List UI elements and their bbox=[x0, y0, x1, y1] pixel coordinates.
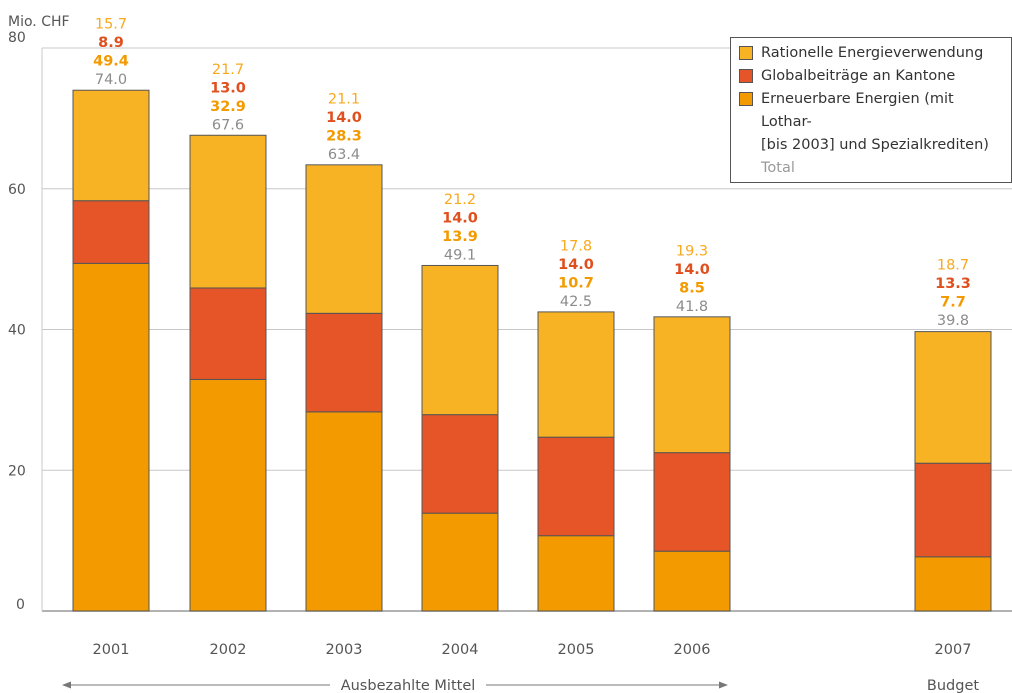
bar-segment-rationelle-2007 bbox=[914, 331, 992, 464]
value-label-global-2001: 8.9 bbox=[98, 35, 124, 51]
value-label-erneuerbare-2006: 8.5 bbox=[679, 280, 705, 296]
value-label-total-2003: 63.4 bbox=[328, 147, 360, 163]
x-tick-label-2007: 2007 bbox=[935, 642, 972, 658]
bar-segment-global-2002 bbox=[189, 287, 267, 380]
value-label-rationelle-2005: 17.8 bbox=[560, 238, 592, 254]
bar-segment-erneuerbare-2004 bbox=[421, 512, 499, 612]
x-tick-label-2002: 2002 bbox=[210, 642, 247, 658]
value-label-erneuerbare-2002: 32.9 bbox=[210, 99, 246, 115]
value-label-total-2002: 67.6 bbox=[212, 117, 244, 133]
value-label-erneuerbare-2001: 49.4 bbox=[93, 54, 129, 70]
bar-segment-rationelle-2006 bbox=[653, 316, 731, 454]
bar-segment-rationelle-2004 bbox=[421, 264, 499, 416]
y-tick-label: 40 bbox=[8, 323, 26, 339]
value-label-erneuerbare-2005: 10.7 bbox=[558, 275, 594, 291]
bar-segment-global-2005 bbox=[537, 436, 615, 537]
value-label-rationelle-2003: 21.1 bbox=[328, 91, 360, 107]
x-tick-label-2005: 2005 bbox=[558, 642, 595, 658]
legend-item-rationelle: Rationelle Energieverwendung bbox=[739, 42, 1003, 65]
legend-label-total: Total bbox=[761, 160, 795, 176]
value-label-global-2003: 14.0 bbox=[326, 110, 362, 126]
range-label: Ausbezahlte Mittel bbox=[341, 678, 476, 693]
bar-segment-rationelle-2002 bbox=[189, 134, 267, 289]
legend-label-erneuerbare: Erneuerbare Energien (mit Lothar- bbox=[761, 91, 954, 130]
bar-segment-global-2006 bbox=[653, 452, 731, 552]
legend-swatch-rationelle bbox=[739, 46, 753, 60]
value-label-rationelle-2002: 21.7 bbox=[212, 62, 244, 78]
legend-swatch-erneuerbare bbox=[739, 92, 753, 106]
arrow-right-icon bbox=[719, 681, 728, 689]
bar-segment-global-2007 bbox=[914, 462, 992, 558]
x-tick-label-2004: 2004 bbox=[442, 642, 479, 658]
legend-item-erneuerbare: Erneuerbare Energien (mit Lothar- bbox=[739, 88, 1003, 134]
y-tick-label: 60 bbox=[8, 182, 26, 198]
value-label-total-2006: 41.8 bbox=[676, 299, 708, 315]
x-tick-label-2001: 2001 bbox=[93, 642, 130, 658]
legend-spacer bbox=[739, 138, 753, 152]
x-tick-label-2006: 2006 bbox=[674, 642, 711, 658]
value-label-total-2005: 42.5 bbox=[560, 294, 592, 310]
arrow-left-icon bbox=[62, 681, 71, 689]
bar-segment-erneuerbare-2006 bbox=[653, 550, 731, 612]
x-axis-ticks: 2001 2002 2003 2004 2005 2006 2007 bbox=[93, 642, 972, 658]
bar-segment-rationelle-2003 bbox=[305, 164, 383, 314]
bar-segment-erneuerbare-2005 bbox=[537, 535, 615, 612]
value-label-global-2006: 14.0 bbox=[674, 262, 710, 278]
value-label-rationelle-2007: 18.7 bbox=[937, 257, 969, 273]
range-annotation: Ausbezahlte Mittel Budget bbox=[62, 678, 979, 693]
y-axis-ticks: 0 20 40 60 80 bbox=[8, 30, 26, 613]
value-label-global-2004: 14.0 bbox=[442, 210, 478, 226]
bar-segment-rationelle-2005 bbox=[537, 311, 615, 438]
bar-segment-erneuerbare-2003 bbox=[305, 411, 383, 612]
value-label-erneuerbare-2007: 7.7 bbox=[940, 294, 966, 310]
value-label-rationelle-2001: 15.7 bbox=[95, 17, 127, 33]
y-unit-label: Mio. CHF bbox=[8, 14, 70, 30]
bar-segment-erneuerbare-2007 bbox=[914, 556, 992, 612]
y-tick-label: 0 bbox=[16, 597, 25, 613]
bars bbox=[72, 89, 992, 612]
bar-segment-erneuerbare-2001 bbox=[72, 262, 150, 612]
legend-item-erneuerbare-cont: [bis 2003] und Spezialkrediten) bbox=[739, 134, 1003, 157]
value-label-global-2002: 13.0 bbox=[210, 80, 246, 96]
bar-segment-global-2003 bbox=[305, 312, 383, 413]
value-label-rationelle-2004: 21.2 bbox=[444, 192, 476, 208]
value-label-global-2005: 14.0 bbox=[558, 257, 594, 273]
x-tick-label-2003: 2003 bbox=[326, 642, 363, 658]
value-label-global-2007: 13.3 bbox=[935, 276, 971, 292]
legend-label-erneuerbare-cont: [bis 2003] und Spezialkrediten) bbox=[761, 137, 989, 153]
value-label-total-2007: 39.8 bbox=[937, 313, 969, 329]
bar-segment-global-2004 bbox=[421, 414, 499, 514]
bar-segment-rationelle-2001 bbox=[72, 89, 150, 202]
legend-swatch-global bbox=[739, 69, 753, 83]
bar-segment-global-2001 bbox=[72, 200, 150, 264]
legend-item-global: Globalbeiträge an Kantone bbox=[739, 65, 1003, 88]
value-labels: 15.7 8.9 49.4 74.0 21.7 13.0 32.9 67.6 21.1 14.0 2… bbox=[93, 17, 971, 329]
value-label-total-2004: 49.1 bbox=[444, 247, 476, 263]
value-label-rationelle-2006: 19.3 bbox=[676, 243, 708, 259]
legend-label-global: Globalbeiträge an Kantone bbox=[761, 68, 956, 84]
bar-segment-erneuerbare-2002 bbox=[189, 378, 267, 612]
value-label-total-2001: 74.0 bbox=[95, 72, 127, 88]
y-tick-label: 80 bbox=[8, 30, 26, 46]
legend-item-total: Total bbox=[739, 157, 1003, 180]
value-label-erneuerbare-2003: 28.3 bbox=[326, 128, 362, 144]
legend-spacer bbox=[739, 161, 753, 175]
legend-label-rationelle: Rationelle Energieverwendung bbox=[761, 45, 984, 61]
value-label-erneuerbare-2004: 13.9 bbox=[442, 229, 478, 245]
legend: Rationelle Energieverwendung Globalbeitr… bbox=[730, 37, 1012, 183]
budget-label: Budget bbox=[927, 678, 979, 693]
y-tick-label: 20 bbox=[8, 463, 26, 479]
